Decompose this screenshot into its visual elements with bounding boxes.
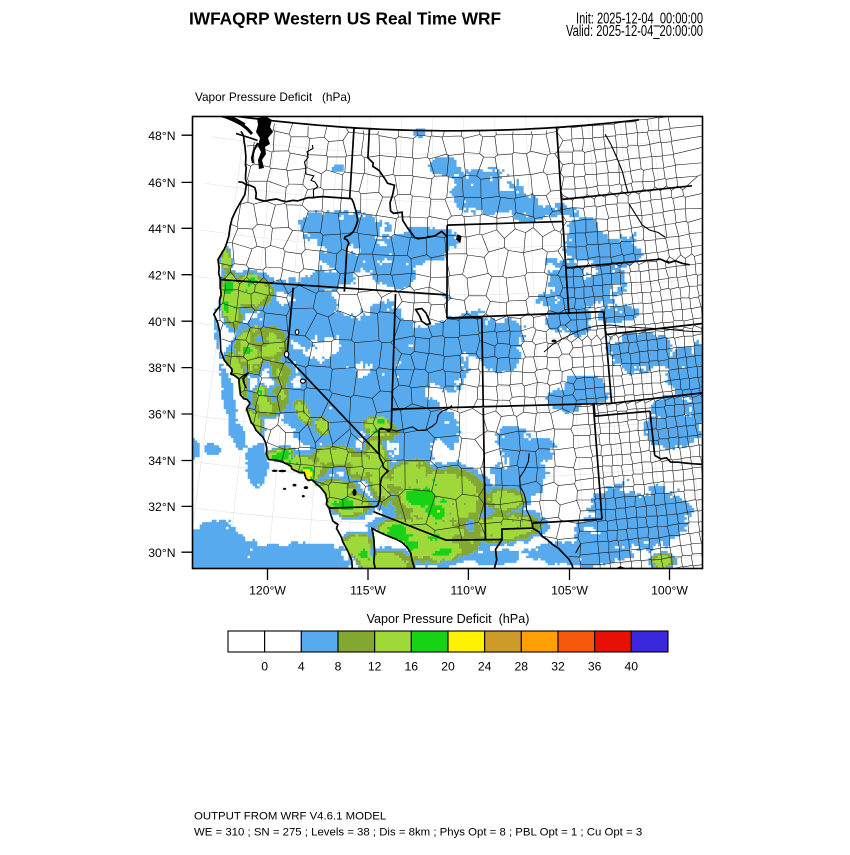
svg-text:34°N: 34°N (148, 454, 175, 468)
svg-text:4: 4 (298, 660, 305, 674)
svg-text:Init: 2025-12-04_00:00:00: Init: 2025-12-04_00:00:00 (576, 10, 703, 27)
svg-text:105°W: 105°W (551, 584, 588, 598)
svg-text:32: 32 (551, 660, 565, 674)
svg-text:Vapor Pressure Deficit (hPa): Vapor Pressure Deficit (hPa) (367, 612, 530, 626)
svg-text:38°N: 38°N (148, 361, 175, 375)
svg-text:110°W: 110°W (450, 584, 486, 598)
svg-text:0: 0 (261, 660, 268, 674)
svg-text:36: 36 (588, 660, 602, 674)
svg-text:40: 40 (625, 660, 639, 674)
svg-text:44°N: 44°N (148, 222, 175, 236)
svg-text:12: 12 (368, 660, 382, 674)
svg-text:OUTPUT FROM WRF V4.6.1 MODEL: OUTPUT FROM WRF V4.6.1 MODEL (194, 811, 386, 823)
svg-text:100°W: 100°W (651, 584, 688, 598)
svg-text:42°N: 42°N (148, 268, 175, 282)
svg-text:48°N: 48°N (148, 129, 175, 143)
svg-text:30°N: 30°N (148, 546, 175, 560)
svg-text:46°N: 46°N (148, 176, 175, 190)
svg-text:20: 20 (441, 660, 455, 674)
svg-text:16: 16 (405, 660, 419, 674)
svg-text:32°N: 32°N (148, 500, 175, 514)
svg-text:8: 8 (335, 660, 342, 674)
svg-text:115°W: 115°W (350, 584, 386, 598)
svg-text:120°W: 120°W (249, 584, 286, 598)
svg-text:40°N: 40°N (148, 315, 175, 329)
svg-text:36°N: 36°N (148, 408, 175, 422)
svg-text:24: 24 (478, 660, 492, 674)
svg-text:Valid: 2025-12-04_20:00:00: Valid: 2025-12-04_20:00:00 (566, 23, 703, 40)
svg-text:Vapor Pressure Deficit (hPa): Vapor Pressure Deficit (hPa) (195, 90, 351, 104)
svg-text:28: 28 (515, 660, 529, 674)
svg-text:WE = 310 ; SN = 275 ; Levels =: WE = 310 ; SN = 275 ; Levels = 38 ; Dis … (194, 827, 642, 839)
svg-text:IWFAQRP Western US Real Time W: IWFAQRP Western US Real Time WRF (189, 9, 501, 29)
